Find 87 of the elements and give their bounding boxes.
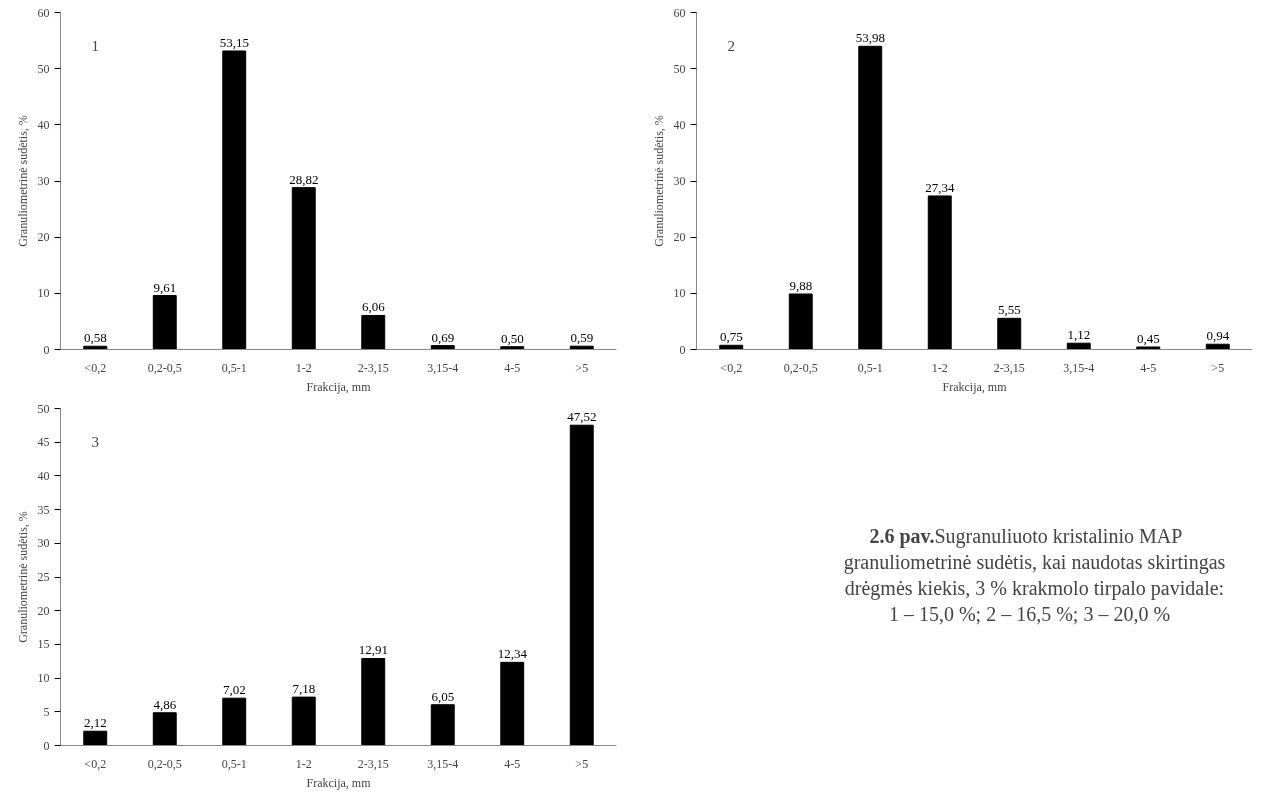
annotation: 1 [91, 38, 99, 55]
y-tick-label: 10 [673, 286, 686, 301]
y-axis-title: Granuliometrinė sudėtis, % [15, 115, 30, 247]
x-tick-label: 0,5-1 [221, 360, 247, 375]
y-tick-label: 25 [37, 570, 50, 584]
y-tick-label: 0 [679, 342, 686, 357]
x-tick-label: 3,15-4 [1063, 360, 1095, 375]
x-tick-label: 2-3,15 [357, 756, 389, 771]
x-tick-label: <0,2 [84, 756, 107, 771]
y-tick-label: 30 [37, 174, 50, 188]
x-axis-title: Frakcija, mm [306, 775, 372, 790]
data-label: 0,75 [719, 329, 743, 345]
text: Sugranuliuoto kristalinio MAP [934, 524, 1183, 548]
y-tick-label: 15 [37, 637, 50, 652]
data-label: 7,18 [292, 681, 316, 697]
x-tick-label: 4-5 [504, 360, 521, 375]
data-label: 0,69 [431, 329, 455, 345]
data-label: 9,88 [789, 278, 813, 294]
y-tick-label: 30 [673, 174, 686, 188]
data-label: 6,05 [431, 688, 455, 704]
x-tick-label: 3,15-4 [427, 756, 459, 771]
x-tick-label: 3,15-4 [427, 360, 459, 375]
x-tick-label: 0,2-0,5 [147, 360, 182, 375]
y-tick-label: 50 [37, 401, 50, 416]
text: 1 – 15,0 %; 2 – 16,5 %; 3 – 20,0 % [888, 602, 1171, 625]
data-label: 7,02 [222, 682, 246, 698]
y-tick-label: 40 [37, 468, 50, 483]
data-label: 0,45 [1136, 330, 1160, 346]
data-label: 0,50 [500, 330, 524, 346]
x-tick-label: <0,2 [720, 360, 743, 375]
data-label: 1,12 [1067, 327, 1091, 343]
x-tick-label: 1-2 [931, 360, 948, 375]
y-tick-label: 40 [37, 117, 50, 132]
y-axis-title: Granuliometrinė sudėtis, % [651, 115, 666, 247]
x-tick-label: 2-3,15 [993, 360, 1025, 375]
x-tick-label: 4-5 [504, 756, 521, 771]
data-label: 6,06 [361, 299, 386, 315]
x-tick-label: 4-5 [1140, 360, 1157, 375]
data-label: 27,34 [925, 179, 955, 195]
data-label: 12,34 [497, 646, 528, 662]
data-label: 28,82 [289, 171, 319, 187]
data-label: 0,59 [570, 330, 594, 346]
y-tick-label: 10 [37, 671, 50, 686]
data-label: 0,94 [1206, 328, 1230, 344]
y-tick-label: 30 [37, 536, 50, 551]
data-label: 53,98 [855, 30, 885, 46]
x-tick-label: >5 [575, 360, 589, 375]
x-tick-label: 0,5-1 [221, 756, 247, 771]
annotation: 2 [727, 38, 735, 55]
y-tick-label: 5 [43, 704, 50, 719]
data-label: 0,58 [83, 330, 107, 346]
text: 2.6 pav. [869, 524, 935, 548]
x-tick-label: 0,2-0,5 [783, 360, 818, 375]
y-tick-label: 50 [673, 61, 686, 76]
text: drėgmės kiekis, 3 % krakmolo tirpalo pavidale: [844, 576, 1225, 600]
data-label: 5,55 [997, 302, 1021, 318]
y-tick-label: 40 [673, 117, 686, 132]
data-label: 2,12 [83, 715, 107, 731]
x-tick-label: 0,2-0,5 [147, 756, 182, 771]
y-tick-label: 35 [37, 502, 50, 517]
x-tick-label: 2-3,15 [357, 360, 389, 375]
data-label: 53,15 [219, 34, 249, 50]
data-label: 12,91 [358, 642, 388, 658]
x-axis-title: Frakcija, mm [306, 379, 372, 394]
data-label: 9,61 [153, 279, 177, 295]
x-tick-label: 0,5-1 [857, 360, 883, 375]
x-tick-label: >5 [1211, 360, 1225, 375]
y-tick-label: 20 [37, 603, 50, 618]
text: granuliometrinė sudėtis, kai naudotas skirtingas [843, 550, 1226, 574]
y-tick-label: 60 [37, 5, 50, 20]
x-axis-title: Frakcija, mm [942, 379, 1008, 394]
y-tick-label: 60 [673, 5, 686, 20]
y-tick-label: 50 [37, 61, 50, 76]
y-axis-title: Granuliometrinė sudėtis, % [15, 511, 30, 643]
y-tick-label: 0 [43, 738, 50, 753]
annotation: 3 [91, 434, 99, 451]
data-label: 47,52 [567, 409, 597, 425]
data-label: 4,86 [153, 696, 177, 712]
y-tick-label: 45 [37, 435, 50, 450]
y-tick-label: 20 [37, 230, 50, 245]
x-tick-label: <0,2 [84, 360, 107, 375]
y-tick-label: 20 [673, 230, 686, 245]
y-tick-label: 10 [37, 286, 50, 301]
x-tick-label: >5 [575, 756, 589, 771]
x-tick-label: 1-2 [295, 756, 312, 771]
x-tick-label: 1-2 [295, 360, 312, 375]
y-tick-label: 0 [43, 342, 50, 357]
